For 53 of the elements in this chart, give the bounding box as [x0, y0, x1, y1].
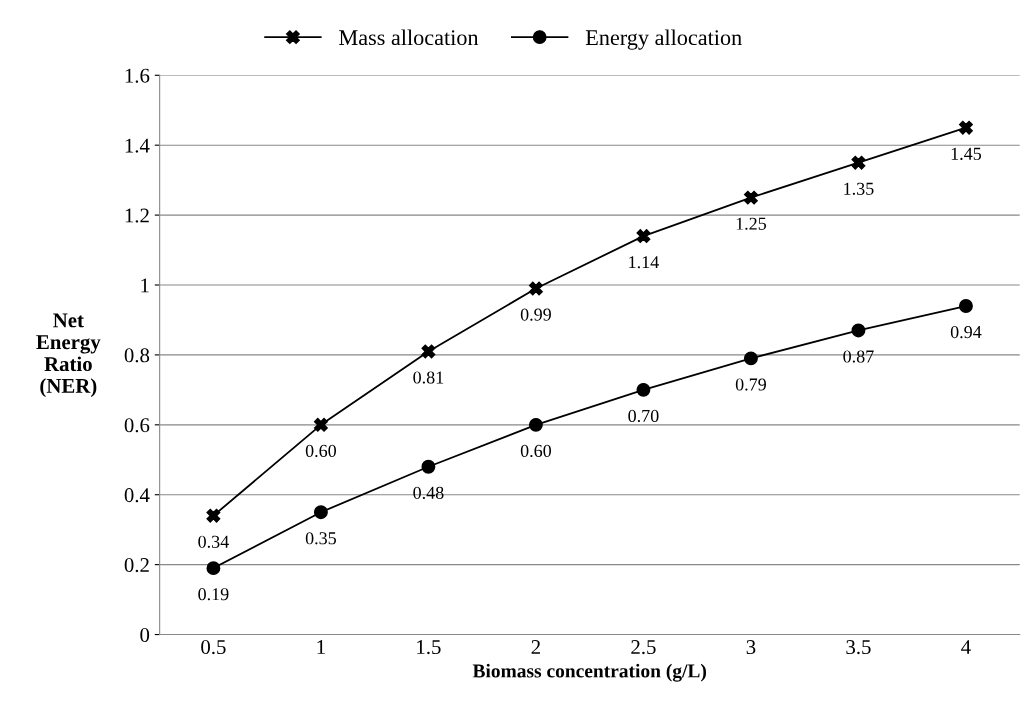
data-label: 1.25	[736, 217, 767, 230]
y-axis-title: Net Energy Ratio (NER)	[36, 313, 101, 398]
data-label: 0.60	[305, 444, 337, 458]
x-tick-label: 2.5	[631, 640, 656, 655]
point	[421, 344, 436, 359]
point	[528, 281, 543, 296]
y-tick-label: 1.6	[125, 68, 150, 83]
point	[528, 417, 543, 432]
data-label: 1.14	[629, 256, 659, 269]
x-tick-label: 1.5	[417, 640, 441, 655]
data-label: 0.87	[843, 350, 874, 363]
point	[313, 417, 328, 432]
point	[851, 323, 866, 338]
x-tick-label: 3.5	[846, 640, 871, 655]
data-label: 1.45	[951, 147, 982, 160]
point	[313, 505, 328, 520]
point	[421, 459, 436, 474]
data-label: 0.19	[198, 588, 229, 601]
point	[206, 561, 221, 576]
point	[959, 120, 973, 135]
point	[636, 382, 651, 397]
data-label: 0.48	[413, 486, 444, 499]
x-tick-label: 4	[961, 640, 971, 654]
data-label: 0.81	[413, 371, 444, 384]
data-label: 0.70	[628, 409, 659, 423]
point	[636, 229, 651, 244]
point	[743, 190, 758, 205]
x-tick-label: 2	[531, 640, 540, 654]
y-tick-label: 1.4	[125, 138, 150, 153]
legend-label: Mass allocation	[339, 29, 479, 46]
point	[743, 351, 758, 366]
y-tick-label: 1.2	[125, 208, 149, 223]
point	[206, 508, 221, 523]
legend-label: Energy allocation	[585, 29, 742, 50]
data-label: 0.79	[735, 378, 766, 391]
point	[959, 299, 973, 313]
x-axis-title: Biomass concentration (g/L)	[472, 663, 707, 682]
x-tick-label: 3	[746, 640, 756, 655]
y-tick-label: 0	[140, 627, 150, 642]
y-tick-label: 0.8	[124, 348, 150, 363]
y-tick-label: 1	[141, 278, 149, 293]
data-label: 0.94	[950, 325, 982, 339]
x-tick-label: 0.5	[201, 640, 226, 655]
data-label: 0.99	[520, 308, 551, 321]
x-tick-label: 1	[317, 640, 325, 654]
data-label: 0.34	[198, 535, 229, 548]
data-label: 0.35	[305, 532, 336, 545]
y-tick-label: 0.4	[124, 488, 150, 503]
y-tick-label: 0.2	[124, 558, 149, 573]
data-label: 1.35	[844, 182, 874, 195]
point	[851, 155, 866, 170]
data-label: 0.60	[520, 444, 552, 458]
y-tick-label: 0.6	[124, 418, 150, 433]
